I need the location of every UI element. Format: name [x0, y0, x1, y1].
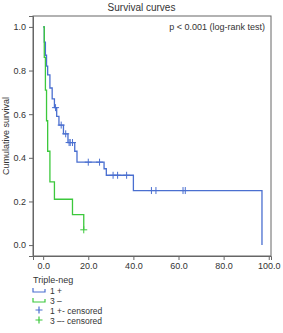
y-tick: 0.6: [13, 110, 33, 120]
censor-mark: [69, 139, 76, 146]
y-axis-title: Cumulative survival: [1, 97, 11, 175]
legend-entry: 1 +: [33, 286, 62, 296]
legend-entry: 1 +- censored: [36, 306, 103, 316]
x-tick-label: 40.0: [125, 261, 143, 271]
x-tick-label: 20.0: [80, 261, 98, 271]
y-tick-mark: [29, 245, 33, 246]
y-tick: 0.2: [13, 197, 33, 207]
survival-line: [43, 27, 84, 230]
y-axis-line: [29, 17, 34, 257]
censor-mark: [80, 226, 87, 233]
x-tick: 100.0: [258, 256, 281, 271]
y-tick-mark: [29, 201, 33, 202]
legend-title: Triple-neg: [33, 275, 73, 285]
annotation: p < 0.001 (log-rank test): [169, 22, 265, 32]
y-tick-mark: [29, 114, 33, 115]
censor-mark: [85, 159, 92, 166]
x-tick: 20.0: [80, 256, 98, 271]
y-tick-label: 0.6: [13, 110, 26, 120]
x-tick-label: 60.0: [170, 261, 188, 271]
y-tick-label: 0.0: [13, 240, 26, 250]
y-tick: 0.4: [13, 153, 33, 163]
x-axis-line: [34, 257, 272, 261]
x-tick-mark: [88, 256, 89, 260]
x-tick-mark: [133, 256, 134, 260]
x-tick-mark: [269, 256, 270, 260]
y-tick: 0.0: [13, 240, 33, 250]
y-tick-mark: [29, 27, 33, 28]
legend-entry: 3 –- censored: [36, 316, 103, 326]
legend-label: 1 +- censored: [50, 306, 102, 316]
legend-swatch: [33, 298, 45, 302]
y-tick: 1.0: [13, 22, 33, 32]
legend-label: 3 –: [50, 296, 62, 306]
x-tick-mark: [43, 256, 44, 260]
x-tick-label: 0.0: [37, 261, 50, 271]
y-tick-mark: [29, 71, 33, 72]
y-tick-mark: [29, 158, 33, 159]
y-tick-label: 1.0: [13, 22, 26, 32]
survival-line: [43, 27, 262, 245]
x-tick-mark: [179, 256, 180, 260]
legend-swatch: [33, 288, 45, 292]
censor-mark: [52, 104, 59, 111]
legend-label: 1 +: [50, 286, 62, 296]
marks: [43, 27, 262, 245]
censor-mark: [182, 187, 189, 194]
legend-swatch: [36, 307, 43, 314]
plot-frame: [33, 16, 271, 256]
x-tick-label: 80.0: [215, 261, 233, 271]
title: Survival curves: [108, 2, 176, 13]
x-tick: 60.0: [170, 256, 188, 271]
legend-swatch: [36, 317, 43, 324]
y-tick: 0.8: [13, 66, 33, 76]
legend-entry: 3 –: [33, 296, 62, 306]
y-axis: 0.0 0.2 0.4 0.6 0.8 1.0: [13, 17, 33, 257]
censor-mark: [62, 130, 69, 137]
x-tick-label: 100.0: [258, 261, 281, 271]
y-tick-label: 0.2: [13, 197, 26, 207]
chart: Survival curves 0.0 0.2 0.4 0.6 0.8 1.0 0.0 20.0…: [0, 0, 283, 333]
x-tick-mark: [224, 256, 225, 260]
censor-mark: [96, 159, 103, 166]
censor-mark: [123, 172, 130, 179]
legend-label: 3 –- censored: [50, 316, 102, 326]
y-tick-label: 0.4: [13, 153, 26, 163]
y-tick-label: 0.8: [13, 66, 26, 76]
censor-mark: [114, 172, 121, 179]
x-tick: 80.0: [215, 256, 233, 271]
censor-mark: [152, 187, 159, 194]
x-tick: 40.0: [125, 256, 143, 271]
x-tick: 0.0: [37, 256, 50, 271]
censor-mark: [58, 122, 65, 129]
x-axis: 0.0 20.0 40.0 60.0 80.0 100.0: [34, 256, 281, 271]
